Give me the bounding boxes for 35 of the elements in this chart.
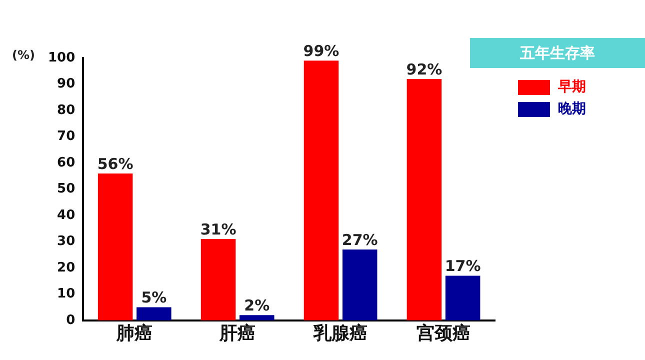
bar [98,173,133,320]
x-tick-label: 肝癌 [218,322,256,344]
data-label: 99% [303,42,340,60]
y-tick-label: 70 [57,129,76,144]
legend-label: 晚期 [558,100,586,118]
y-tick-label: 0 [66,312,76,328]
y-tick-label: 20 [57,260,76,276]
title-banner: 五年生存率 [470,38,645,68]
bar [342,250,378,320]
x-tick-label: 肺癌 [116,322,153,344]
x-tick-label: 乳腺癌 [312,322,368,344]
bar [200,239,236,320]
y-tick-label: 100 [48,50,76,66]
bar [445,276,480,320]
data-label: 2% [244,296,270,315]
y-tick-label: 60 [57,155,76,170]
data-label: 27% [342,230,378,249]
y-axis-title: (%) [12,48,35,62]
bar [136,307,172,320]
data-label: 31% [200,220,236,238]
y-tick-label: 10 [57,286,76,302]
y-tick-label: 50 [57,182,76,197]
y-tick-label: 80 [57,102,76,118]
bar [406,78,442,320]
bar [304,60,339,320]
y-tick-label: 30 [57,234,76,250]
y-tick-label: 40 [57,208,76,223]
y-tick-label: 90 [57,76,76,92]
data-label: 5% [141,288,167,307]
x-tick-label: 宫颈癌 [416,322,471,344]
data-label: 56% [97,154,134,173]
bar [240,315,274,320]
data-label: 92% [406,60,442,78]
legend-label: 早期 [558,78,586,96]
data-label: 17% [444,257,481,276]
